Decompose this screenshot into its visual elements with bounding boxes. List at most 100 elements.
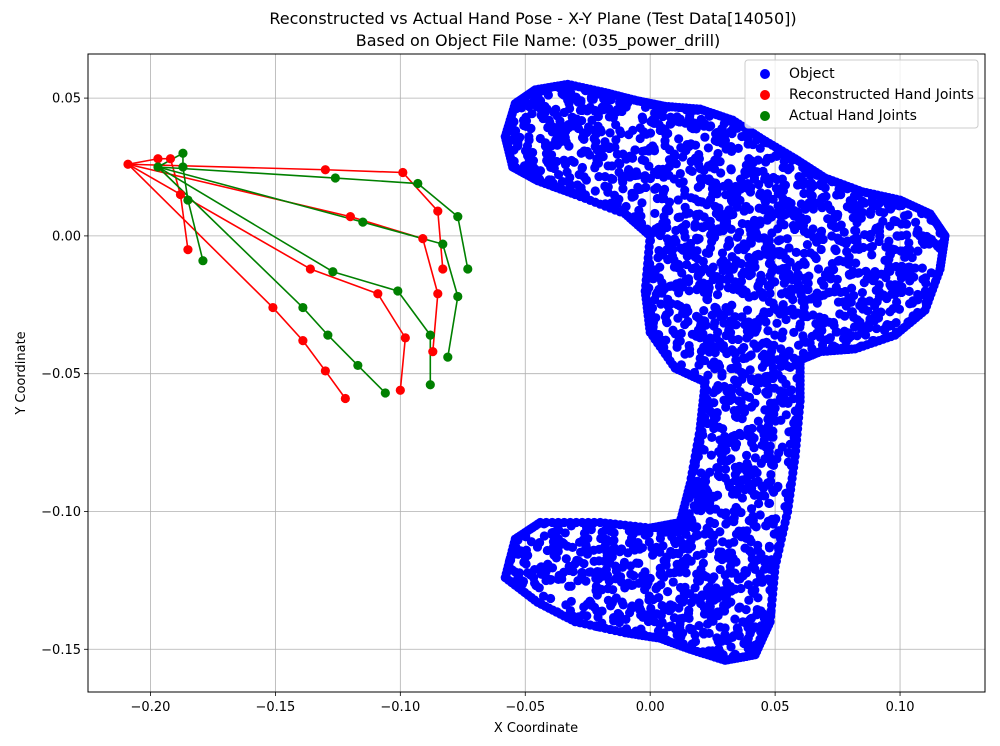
- object-point: [755, 378, 765, 388]
- object-point: [721, 445, 731, 455]
- object-point: [865, 314, 875, 324]
- object-point: [609, 613, 619, 623]
- object-point: [684, 340, 694, 351]
- hand-joints: [123, 148, 473, 404]
- reconstructed-bone: [127, 163, 274, 309]
- object-point: [538, 591, 549, 601]
- object-point: [653, 253, 663, 263]
- object-point: [704, 122, 714, 132]
- object-point: [561, 122, 571, 132]
- object-point: [721, 402, 731, 412]
- object-point: [561, 554, 571, 564]
- object-point: [732, 364, 743, 374]
- object-point: [753, 476, 763, 486]
- object-point: [879, 208, 889, 218]
- object-point: [749, 520, 759, 530]
- object-point: [726, 597, 736, 607]
- object-point: [578, 147, 588, 157]
- object-point: [803, 285, 813, 295]
- object-point: [650, 208, 660, 219]
- actual-joint: [183, 195, 193, 205]
- object-point: [698, 627, 709, 637]
- object-point: [770, 330, 780, 340]
- actual-joint: [353, 360, 363, 371]
- object-point: [734, 603, 744, 613]
- object-point: [635, 184, 646, 194]
- object-point: [753, 499, 764, 509]
- object-point: [722, 348, 732, 359]
- x-tick-label: 0.10: [886, 700, 915, 715]
- object-point: [690, 222, 700, 232]
- reconstructed-bone: [325, 168, 403, 174]
- x-tick-label: 0.05: [761, 700, 790, 715]
- object-point: [721, 209, 731, 219]
- actual-joint: [425, 330, 435, 340]
- object-point: [612, 104, 622, 115]
- reconstructed-joint: [418, 234, 428, 244]
- object-point: [691, 262, 701, 273]
- object-point: [766, 153, 776, 163]
- object-point: [602, 570, 613, 580]
- object-point: [894, 304, 905, 314]
- object-point: [755, 287, 765, 297]
- object-point: [823, 288, 833, 298]
- object-point: [794, 260, 804, 270]
- object-point: [625, 561, 636, 571]
- object-point: [668, 577, 678, 587]
- object-point: [748, 511, 758, 521]
- object-point: [724, 478, 734, 488]
- object-point: [687, 166, 697, 177]
- object-point: [875, 231, 885, 241]
- object-point: [529, 565, 540, 575]
- object-point: [775, 235, 785, 245]
- object-point: [729, 432, 739, 443]
- object-point: [735, 387, 745, 397]
- object-point: [839, 227, 849, 237]
- object-point: [652, 582, 662, 592]
- object-point: [885, 280, 895, 290]
- object-point: [589, 556, 599, 566]
- object-point: [905, 245, 915, 255]
- object-point: [702, 584, 713, 594]
- object-point: [712, 290, 723, 300]
- object-point: [705, 333, 715, 343]
- object-point: [720, 510, 730, 520]
- object-point: [858, 301, 868, 311]
- reconstructed-joint: [398, 167, 408, 178]
- object-point: [867, 241, 878, 252]
- reconstructed-bone: [377, 293, 407, 339]
- object-point: [661, 335, 671, 345]
- object-point: [764, 543, 775, 553]
- object-point: [867, 250, 877, 260]
- actual-joint: [153, 162, 163, 172]
- object-point: [849, 290, 859, 301]
- object-point: [714, 341, 724, 351]
- object-point: [698, 558, 708, 568]
- reconstructed-bone: [422, 238, 439, 294]
- object-point: [768, 172, 779, 183]
- object-point: [795, 319, 805, 329]
- object-point: [678, 152, 688, 162]
- object-point: [838, 237, 848, 247]
- object-point: [755, 510, 765, 520]
- object-point: [669, 255, 679, 265]
- object-point: [749, 465, 760, 475]
- object-point: [721, 220, 732, 230]
- object-point: [851, 258, 861, 268]
- object-point: [864, 296, 875, 306]
- object-point: [588, 94, 598, 104]
- object-point: [834, 255, 844, 265]
- object-point: [702, 609, 712, 619]
- object-point: [740, 369, 750, 379]
- reconstructed-joint: [428, 347, 438, 357]
- actual-joint: [438, 239, 448, 249]
- object-point: [773, 201, 783, 211]
- actual-joint: [380, 388, 390, 398]
- object-point: [718, 255, 728, 265]
- object-point: [784, 201, 794, 211]
- object-point: [771, 416, 781, 426]
- object-point: [730, 277, 740, 287]
- object-point: [615, 547, 625, 557]
- object-point: [815, 291, 826, 301]
- object-point: [702, 523, 712, 533]
